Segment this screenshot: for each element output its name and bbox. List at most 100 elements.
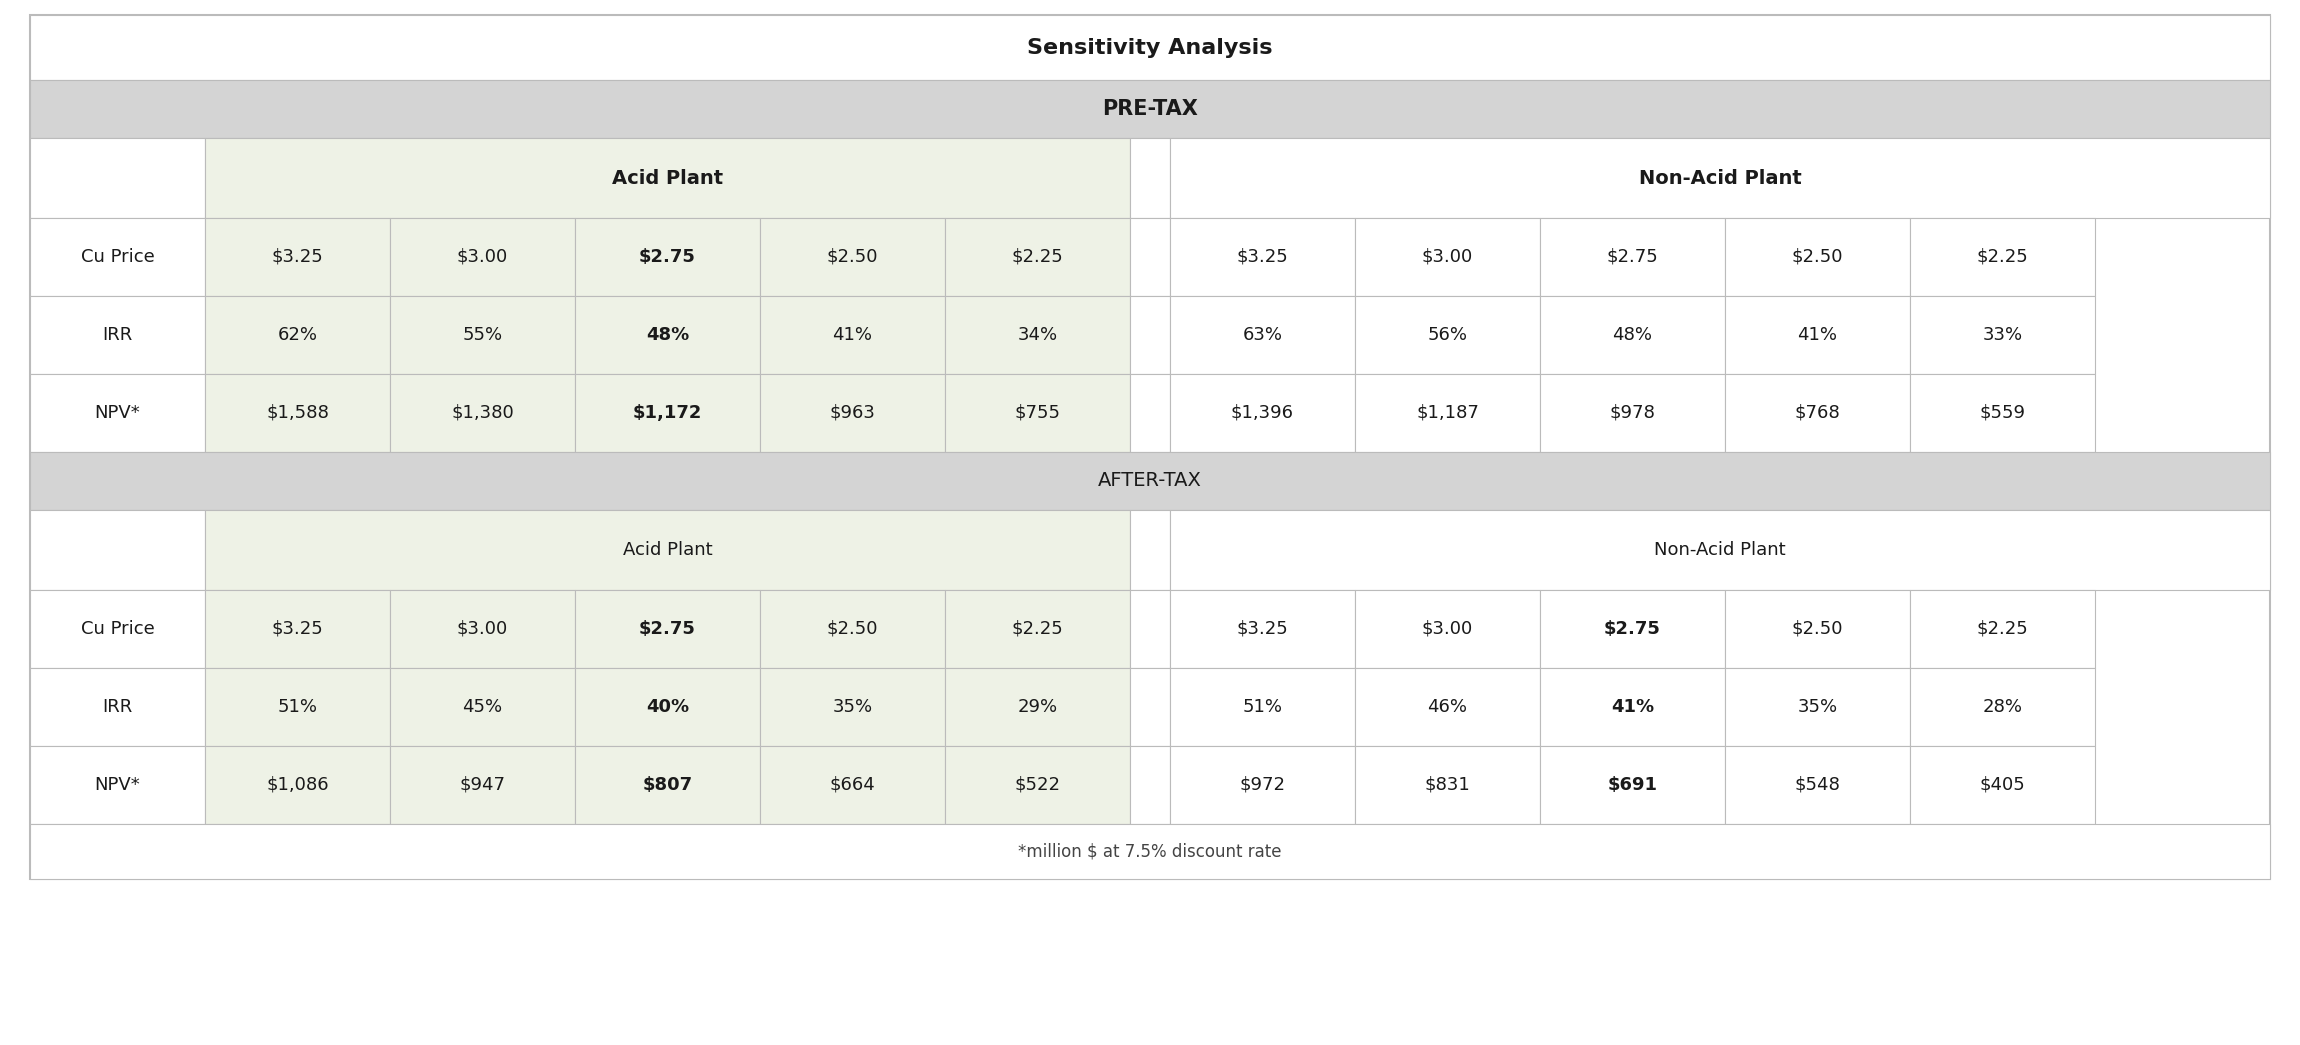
Bar (30, 80, 2270, 138)
Text: $755: $755 (1014, 404, 1060, 422)
Bar (30, 296, 205, 374)
Text: 63%: 63% (1242, 326, 1283, 344)
Text: 51%: 51% (1242, 698, 1283, 716)
Bar (1129, 296, 1171, 374)
Text: $963: $963 (830, 404, 876, 422)
Bar (30, 15, 2270, 879)
Text: 34%: 34% (1017, 326, 1058, 344)
Bar (575, 590, 759, 668)
Text: $768: $768 (1794, 404, 1840, 422)
Bar (759, 746, 945, 825)
Text: $2.25: $2.25 (1976, 620, 2029, 638)
Bar (1355, 218, 1541, 296)
Bar (1129, 590, 1171, 668)
Bar (30, 452, 2270, 510)
Text: Sensitivity Analysis: Sensitivity Analysis (1028, 38, 1272, 57)
Bar (575, 668, 759, 746)
Bar (1171, 746, 1355, 825)
Bar (1171, 138, 2270, 218)
Text: $2.25: $2.25 (1976, 248, 2029, 266)
Text: $3.00: $3.00 (458, 248, 508, 266)
Text: $1,172: $1,172 (632, 404, 701, 422)
Text: $972: $972 (1240, 776, 1286, 794)
Bar (391, 374, 575, 452)
Text: 46%: 46% (1428, 698, 1467, 716)
Text: Non-Acid Plant: Non-Acid Plant (1638, 168, 1801, 187)
Text: AFTER-TAX: AFTER-TAX (1097, 471, 1203, 490)
Bar (205, 374, 391, 452)
Bar (205, 746, 391, 825)
Text: IRR: IRR (104, 698, 133, 716)
Bar (30, 746, 205, 825)
Text: 41%: 41% (1610, 698, 1654, 716)
Text: Acid Plant: Acid Plant (612, 168, 722, 187)
Bar (30, 825, 2270, 879)
Text: $2.75: $2.75 (639, 620, 697, 638)
Text: $3.25: $3.25 (1237, 248, 1288, 266)
Text: $2.25: $2.25 (1012, 248, 1063, 266)
Bar (30, 138, 205, 218)
Text: 33%: 33% (1983, 326, 2022, 344)
Bar (1171, 218, 1355, 296)
Text: $3.25: $3.25 (271, 620, 324, 638)
Bar (945, 218, 1129, 296)
Text: PRE-TAX: PRE-TAX (1102, 99, 1198, 119)
Text: 40%: 40% (646, 698, 690, 716)
Text: Non-Acid Plant: Non-Acid Plant (1654, 541, 1785, 559)
Text: $2.75: $2.75 (639, 248, 697, 266)
Bar (1171, 590, 1355, 668)
Bar (575, 218, 759, 296)
Bar (205, 296, 391, 374)
Bar (1171, 668, 1355, 746)
Bar (945, 668, 1129, 746)
Text: Acid Plant: Acid Plant (623, 541, 713, 559)
Bar (205, 138, 1129, 218)
Bar (575, 746, 759, 825)
Text: $3.25: $3.25 (271, 248, 324, 266)
Bar (1541, 668, 1725, 746)
Bar (1909, 746, 2095, 825)
Bar (1725, 668, 1909, 746)
Text: $2.75: $2.75 (1608, 248, 1658, 266)
Bar (1129, 138, 1171, 218)
Text: $1,187: $1,187 (1417, 404, 1479, 422)
Text: NPV*: NPV* (94, 404, 140, 422)
Bar (1129, 374, 1171, 452)
Text: $522: $522 (1014, 776, 1060, 794)
Text: $691: $691 (1608, 776, 1658, 794)
Text: 51%: 51% (278, 698, 317, 716)
Bar (1541, 746, 1725, 825)
Text: 48%: 48% (1612, 326, 1651, 344)
Bar (391, 296, 575, 374)
Bar (30, 374, 205, 452)
Text: $548: $548 (1794, 776, 1840, 794)
Bar (391, 746, 575, 825)
Bar (945, 590, 1129, 668)
Bar (1129, 668, 1171, 746)
Text: 55%: 55% (462, 326, 504, 344)
Bar (391, 218, 575, 296)
Text: 48%: 48% (646, 326, 690, 344)
Bar (30, 218, 205, 296)
Bar (1725, 590, 1909, 668)
Bar (391, 668, 575, 746)
Text: $3.00: $3.00 (1421, 620, 1472, 638)
Bar (759, 218, 945, 296)
Bar (1541, 590, 1725, 668)
Bar (759, 374, 945, 452)
Bar (1171, 296, 1355, 374)
Bar (30, 590, 205, 668)
Bar (1129, 510, 1171, 590)
Bar (1541, 296, 1725, 374)
Text: $405: $405 (1980, 776, 2026, 794)
Bar (1909, 374, 2095, 452)
Bar (205, 668, 391, 746)
Text: $3.00: $3.00 (1421, 248, 1472, 266)
Text: $3.00: $3.00 (458, 620, 508, 638)
Text: NPV*: NPV* (94, 776, 140, 794)
Text: $807: $807 (642, 776, 692, 794)
Text: $831: $831 (1424, 776, 1470, 794)
Bar (30, 510, 205, 590)
Bar (945, 746, 1129, 825)
Bar (945, 374, 1129, 452)
